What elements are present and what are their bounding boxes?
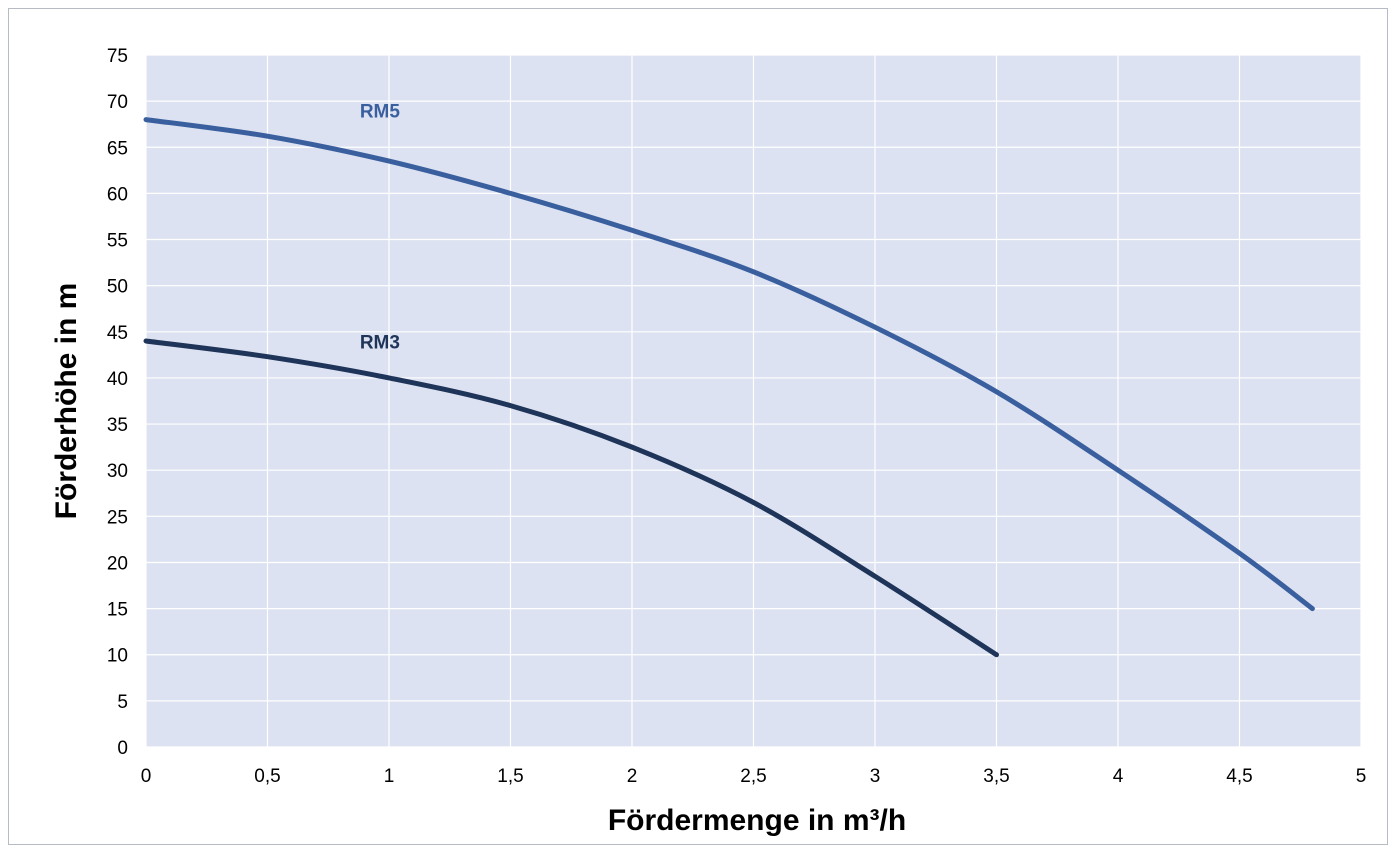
y-tick-label: 20 (107, 553, 128, 574)
y-tick-label: 65 (107, 138, 128, 159)
series-line-rm3 (143, 338, 999, 658)
x-tick-label: 1 (384, 766, 395, 787)
y-tick-label: 30 (107, 461, 128, 482)
series-label-rm5: RM5 (360, 102, 401, 123)
y-tick-label: 75 (107, 46, 128, 67)
x-tick-label: 0,5 (254, 766, 280, 787)
x-tick-label: 5 (1356, 766, 1367, 787)
y-tick-label: 0 (117, 738, 128, 759)
x-tick-label: 0 (141, 766, 152, 787)
y-tick-label: 10 (107, 646, 128, 667)
y-tick-label: 55 (107, 231, 128, 252)
x-axis-title: Fördermenge in m³/h (608, 804, 906, 837)
y-tick-label: 40 (107, 369, 128, 390)
y-axis-title: Förderhöhe in m (50, 283, 83, 520)
x-tick-label: 4 (1113, 766, 1124, 787)
y-tick-label: 50 (107, 277, 128, 298)
y-tick-label: 45 (107, 323, 128, 344)
x-tick-label: 1,5 (497, 766, 523, 787)
gridlines (145, 54, 1362, 748)
y-tick-label: 5 (117, 692, 128, 713)
x-tick-label: 3,5 (983, 766, 1009, 787)
y-tick-label: 15 (107, 600, 128, 621)
series-line-rm5 (143, 117, 1315, 612)
x-tick-label: 3 (870, 766, 881, 787)
y-axis-ticks: 0 5 10 15 20 25 30 35 40 45 50 55 60 65 70 75 (107, 46, 128, 759)
y-tick-label: 70 (107, 92, 128, 113)
series-lines (143, 117, 1315, 658)
x-tick-label: 2 (627, 766, 638, 787)
series-labels: RM5 RM3 (360, 102, 401, 354)
series-label-rm3: RM3 (360, 332, 400, 353)
x-axis-ticks: 0 0,5 1 1,5 2 2,5 3 3,5 4 4,5 5 (141, 766, 1367, 787)
y-tick-label: 60 (107, 184, 128, 205)
y-tick-label: 25 (107, 507, 128, 528)
y-tick-label: 35 (107, 415, 128, 436)
x-tick-label: 4,5 (1226, 766, 1252, 787)
x-tick-label: 2,5 (740, 766, 766, 787)
